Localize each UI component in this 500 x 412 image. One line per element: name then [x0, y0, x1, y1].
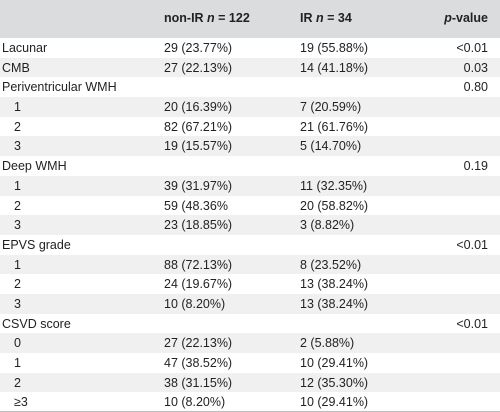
table-row: 2 38 (31.15%) 12 (35.30%) — [0, 372, 500, 393]
cell-ir: 13 (38.24%) — [300, 296, 369, 311]
row-label: 1 — [14, 178, 21, 193]
header-p-value: p-value — [444, 11, 488, 25]
table-row: 1 20 (16.39%) 7 (20.59%) — [0, 97, 500, 117]
table-row: 3 19 (15.57%) 5 (14.70%) — [0, 136, 500, 157]
table-row: Lacunar 29 (23.77%) 19 (55.88%) <0.01 — [0, 38, 500, 58]
table-row: EPVS grade <0.01 — [0, 235, 500, 255]
header-non-ir: non-IR n = 122 — [164, 11, 250, 25]
table-row: 2 82 (67.21%) 21 (61.76%) — [0, 117, 500, 137]
cell-ir: 8 (23.52%) — [300, 257, 362, 272]
cell-non-ir: 88 (72.13%) — [164, 257, 233, 272]
table-row: 0 27 (22.13%) 2 (5.88%) — [0, 333, 500, 353]
row-label: 2 — [14, 375, 21, 390]
table-row: 3 23 (18.85%) 3 (8.82%) — [0, 215, 500, 235]
row-label: EPVS grade — [2, 237, 71, 252]
table-row: Deep WMH 0.19 — [0, 156, 500, 176]
row-label: 0 — [14, 336, 21, 351]
cell-non-ir: 59 (48.36% — [164, 198, 228, 213]
cell-non-ir: 38 (31.15%) — [164, 375, 233, 390]
cell-ir: 11 (32.35%) — [300, 178, 368, 193]
table-row: CSVD score <0.01 — [0, 314, 500, 334]
cell-p-value: <0.01 — [456, 316, 488, 331]
cell-non-ir: 27 (22.13%) — [164, 336, 233, 351]
table-header: non-IR n = 122 IR n = 34 p-value — [0, 0, 500, 38]
row-label: 1 — [14, 356, 21, 370]
cell-ir: 2 (5.88%) — [300, 336, 355, 351]
cell-non-ir: 19 (15.57%) — [164, 139, 233, 154]
table-row: 1 47 (38.52%) 10 (29.41%) — [0, 353, 500, 373]
table-row: CMB 27 (22.13%) 14 (41.18%) 0.03 — [0, 57, 500, 78]
cell-non-ir: 29 (23.77%) — [164, 41, 233, 55]
row-label: ≥3 — [14, 395, 28, 410]
cell-p-value: 0.03 — [463, 60, 488, 75]
cell-ir: 13 (38.24%) — [300, 277, 369, 292]
row-label: 1 — [14, 100, 21, 115]
table-row: ≥3 10 (8.20%) 10 (29.41%) — [0, 392, 500, 412]
cell-ir: 20 (58.82%) — [300, 198, 369, 213]
row-label: 3 — [14, 139, 21, 154]
cell-p-value: 0.80 — [463, 80, 488, 95]
table-row: 2 59 (48.36% 20 (58.82%) — [0, 196, 500, 216]
row-label: 3 — [14, 296, 21, 311]
row-label: Deep WMH — [2, 159, 67, 174]
cell-non-ir: 47 (38.52%) — [164, 356, 233, 370]
table-row: 3 10 (8.20%) 13 (38.24%) — [0, 293, 500, 314]
cell-ir: 10 (29.41%) — [300, 356, 369, 370]
cell-ir: 10 (29.41%) — [300, 395, 369, 410]
cell-ir: 3 (8.82%) — [300, 218, 355, 233]
cell-ir: 21 (61.76%) — [300, 119, 369, 134]
cell-ir: 5 (14.70%) — [300, 139, 362, 154]
row-label: 2 — [14, 119, 21, 134]
cell-non-ir: 27 (22.13%) — [164, 60, 233, 75]
row-label: 1 — [14, 257, 21, 272]
table-row: Periventricular WMH 0.80 — [0, 77, 500, 97]
table-body: Lacunar 29 (23.77%) 19 (55.88%) <0.01 CMB 27 … — [0, 38, 500, 412]
cell-p-value: <0.01 — [456, 237, 488, 252]
cell-non-ir: 10 (8.20%) — [164, 395, 226, 410]
cell-non-ir: 82 (67.21%) — [164, 119, 233, 134]
row-label: Lacunar — [2, 41, 48, 55]
row-label: 3 — [14, 218, 21, 233]
cell-non-ir: 20 (16.39%) — [164, 100, 233, 115]
row-label: Periventricular WMH — [2, 80, 117, 95]
cell-non-ir: 24 (19.67%) — [164, 277, 233, 292]
table-row: 1 39 (31.97%) 11 (32.35%) — [0, 175, 500, 196]
table-row: 2 24 (19.67%) 13 (38.24%) — [0, 274, 500, 294]
row-label: CMB — [2, 60, 30, 75]
cell-ir: 14 (41.18%) — [300, 60, 369, 75]
cell-non-ir: 10 (8.20%) — [164, 296, 226, 311]
cell-non-ir: 23 (18.85%) — [164, 218, 233, 233]
cell-ir: 12 (35.30%) — [300, 375, 369, 390]
cell-ir: 7 (20.59%) — [300, 100, 362, 115]
row-label: 2 — [14, 198, 21, 213]
row-label: CSVD score — [2, 316, 71, 331]
row-label: 2 — [14, 277, 21, 292]
cell-p-value: <0.01 — [456, 41, 488, 55]
cell-ir: 19 (55.88%) — [300, 41, 369, 55]
header-ir: IR n = 34 — [300, 11, 352, 25]
cell-p-value: 0.19 — [463, 159, 488, 174]
table-row: 1 88 (72.13%) 8 (23.52%) — [0, 254, 500, 275]
cell-non-ir: 39 (31.97%) — [164, 178, 233, 193]
